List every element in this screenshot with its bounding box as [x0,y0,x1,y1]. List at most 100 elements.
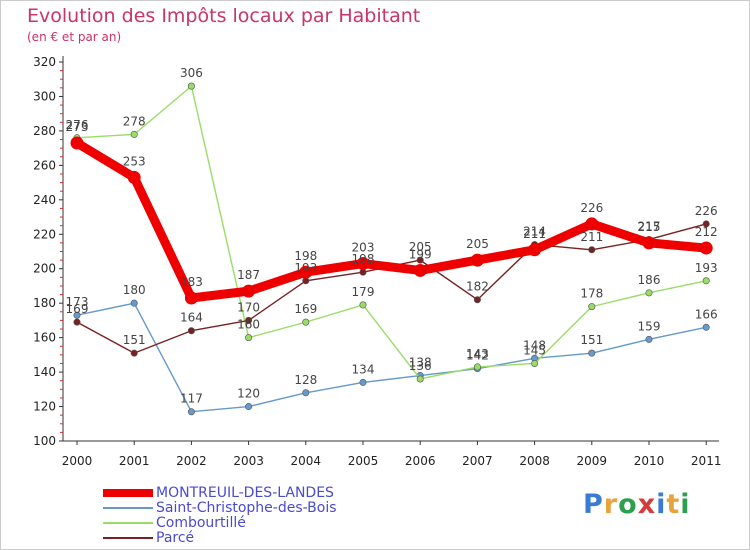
x-tick-label: 2000 [62,454,93,468]
x-tick-label: 2009 [577,454,608,468]
data-label-saint-christophe-des-bois: 142 [466,349,489,363]
data-point-montreuil-des-landes [70,136,84,150]
data-label-parce: 164 [180,311,203,325]
logo-letter: P [583,489,604,520]
x-tick-label: 2008 [519,454,550,468]
data-point-montreuil-des-landes [184,291,198,305]
x-tick-label: 2003 [233,454,264,468]
data-label-saint-christophe-des-bois: 148 [523,338,546,352]
data-point-combourtille [531,359,539,367]
data-point-montreuil-des-landes [242,284,256,298]
y-tick-label: 300 [33,89,56,103]
legend-swatch [103,489,153,497]
data-point-parce [130,349,138,357]
chart-subtitle: (en € et par an) [27,30,122,44]
data-label-combourtille: 143 [466,347,489,361]
data-point-saint-christophe-des-bois [130,299,138,307]
data-label-montreuil-des-landes: 215 [638,220,661,234]
data-label-parce: 205 [409,240,432,254]
data-label-montreuil-des-landes: 205 [466,237,489,251]
y-tick-label: 320 [33,55,56,69]
data-label-combourtille: 178 [580,287,603,301]
data-label-combourtille: 306 [180,66,203,80]
data-label-montreuil-des-landes: 253 [123,154,146,168]
data-point-combourtille [473,363,481,371]
y-tick-label: 160 [33,331,56,345]
data-point-combourtille [359,301,367,309]
data-point-combourtille [416,375,424,383]
data-label-parce: 169 [66,302,89,316]
y-tick-label: 100 [33,434,56,448]
data-point-montreuil-des-landes [642,236,656,250]
data-point-saint-christophe-des-bois [302,389,310,397]
data-label-combourtille: 278 [123,114,146,128]
data-point-combourtille [645,289,653,297]
y-tick-label: 140 [33,365,56,379]
data-label-combourtille: 169 [294,302,317,316]
chart-title: Evolution des Impôts locaux par Habitant [27,5,421,27]
logo-letter: t [666,489,681,520]
x-tick-label: 2006 [405,454,436,468]
data-label-saint-christophe-des-bois: 117 [180,392,203,406]
legend-label: Combourtillé [156,515,246,531]
logo-letter: i [656,489,667,520]
data-point-parce [702,220,710,228]
logo-letter: r [603,489,619,520]
logo-letter: o [618,489,638,520]
x-tick-label: 2011 [691,454,722,468]
x-tick-label: 2005 [348,454,379,468]
data-point-saint-christophe-des-bois [187,408,195,416]
data-label-parce: 211 [580,230,603,244]
data-label-saint-christophe-des-bois: 159 [638,319,661,333]
data-point-parce [245,316,253,324]
data-point-montreuil-des-landes [127,170,141,184]
data-label-parce: 182 [466,280,489,294]
data-label-montreuil-des-landes: 273 [66,120,89,134]
data-point-combourtille [245,334,253,342]
y-tick-label: 240 [33,193,56,207]
data-point-saint-christophe-des-bois [73,311,81,319]
data-label-saint-christophe-des-bois: 151 [580,333,603,347]
data-point-combourtille [302,318,310,326]
y-tick-label: 200 [33,262,56,276]
data-label-montreuil-des-landes: 212 [695,225,718,239]
series-line-parce [76,223,707,354]
series-layer [70,82,713,416]
legend-swatch [103,537,153,539]
series-line-combourtille [76,85,707,380]
data-label-montreuil-des-landes: 199 [409,247,432,261]
data-label-saint-christophe-des-bois: 166 [695,307,718,321]
data-label-combourtille: 160 [237,318,260,332]
data-label-saint-christophe-des-bois: 180 [123,283,146,297]
data-point-combourtille [187,82,195,90]
data-point-combourtille [702,277,710,285]
y-tick-label: 120 [33,400,56,414]
x-tick-label: 2004 [291,454,322,468]
data-point-saint-christophe-des-bois [245,403,253,411]
x-tick-label: 2010 [634,454,665,468]
data-point-montreuil-des-landes [699,241,713,255]
y-tick-label: 180 [33,296,56,310]
data-label-saint-christophe-des-bois: 134 [352,362,375,376]
data-label-montreuil-des-landes: 203 [352,241,375,255]
data-label-parce: 198 [352,252,375,266]
line-chart: 100 120 140 160 180 200 220 240 260 280 300 320 2000… [33,55,721,468]
logo-letter: x [637,489,657,520]
data-point-montreuil-des-landes [585,217,599,231]
proxiti-logo: Proxiti [583,489,691,520]
data-label-combourtille: 193 [695,261,718,275]
data-point-saint-christophe-des-bois [645,335,653,343]
data-label-parce: 170 [237,300,260,314]
x-tick-label: 2002 [176,454,207,468]
data-point-parce [473,296,481,304]
data-label-combourtille: 186 [638,273,661,287]
axes: 100 120 140 160 180 200 220 240 260 280 300 320 2000… [33,55,721,468]
data-point-saint-christophe-des-bois [702,323,710,331]
x-tick-label: 2001 [119,454,150,468]
data-point-combourtille [588,303,596,311]
data-label-parce: 214 [523,225,546,239]
data-point-combourtille [130,130,138,138]
data-point-parce [588,246,596,254]
y-tick-label: 220 [33,227,56,241]
